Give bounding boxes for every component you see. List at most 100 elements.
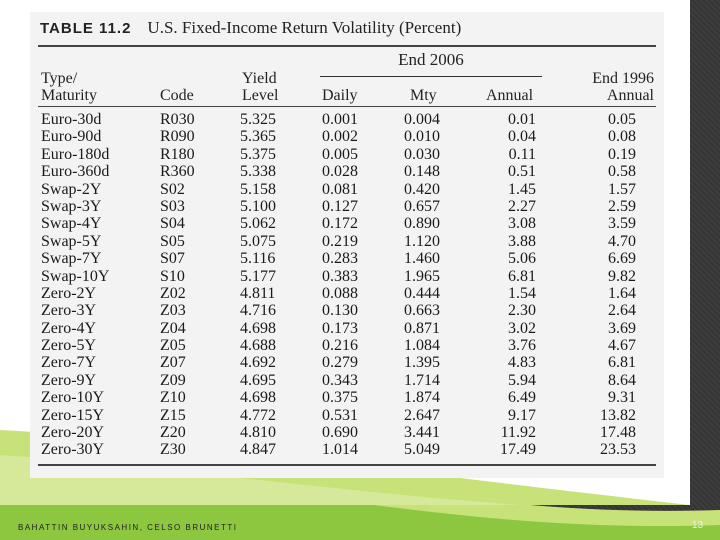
cell-mty: 0.030 — [404, 145, 440, 163]
table-row: Swap-7Y S07 5.116 0.283 1.460 5.06 6.69 — [30, 250, 664, 267]
cell-yield: 4.811 — [240, 284, 276, 302]
cell-annual: 3.08 — [508, 215, 536, 233]
cell-end-1996: 9.31 — [608, 389, 636, 407]
cell-mty: 0.663 — [404, 302, 440, 320]
cell-end-1996: 1.57 — [608, 180, 636, 198]
cell-end-1996: 2.59 — [608, 197, 636, 215]
volatility-table: TABLE 11.2 U.S. Fixed-Income Return Volat… — [30, 12, 664, 478]
cell-type: Swap-3Y — [41, 197, 102, 215]
header-rule — [38, 106, 656, 107]
cell-code: Z07 — [160, 354, 186, 372]
cell-yield: 4.698 — [240, 389, 276, 407]
cell-end-1996: 0.19 — [608, 145, 636, 163]
cell-yield: 4.688 — [240, 337, 276, 355]
cell-yield: 5.177 — [240, 267, 276, 285]
cell-annual: 11.92 — [500, 424, 536, 442]
table-row: Zero-9Y Z09 4.695 0.343 1.714 5.94 8.64 — [30, 372, 664, 389]
cell-type: Swap-2Y — [41, 180, 102, 198]
column-header-mty: Mty — [410, 87, 437, 104]
table-row: Zero-2Y Z02 4.811 0.088 0.444 1.54 1.64 — [30, 285, 664, 302]
cell-code: R090 — [160, 128, 195, 146]
cell-end-1996: 8.64 — [608, 371, 636, 389]
cell-mty: 0.444 — [404, 284, 440, 302]
cell-mty: 1.460 — [404, 250, 440, 268]
cell-annual: 17.49 — [500, 441, 536, 459]
cell-annual: 3.02 — [508, 319, 536, 337]
cell-mty: 5.049 — [404, 441, 440, 459]
table-row: Euro-360d R360 5.338 0.028 0.148 0.51 0.58 — [30, 163, 664, 180]
cell-type: Zero-5Y — [41, 337, 97, 355]
cell-yield: 5.062 — [240, 215, 276, 233]
cell-end-1996: 6.69 — [608, 250, 636, 268]
cell-type: Zero-3Y — [41, 302, 97, 320]
cell-daily: 0.279 — [322, 354, 358, 372]
cell-yield: 4.716 — [240, 302, 276, 320]
cell-annual: 0.04 — [508, 128, 536, 146]
cell-yield: 5.365 — [240, 128, 276, 146]
footer-authors: BAHATTIN BUYUKSAHIN, CELSO BRUNETTI — [18, 523, 238, 532]
table-row: Euro-180d R180 5.375 0.005 0.030 0.11 0.19 — [30, 146, 664, 163]
cell-code: R030 — [160, 111, 195, 128]
cell-daily: 0.690 — [322, 424, 358, 442]
cell-mty: 0.890 — [404, 215, 440, 233]
cell-type: Zero-10Y — [41, 389, 105, 407]
cell-end-1996: 9.82 — [608, 267, 636, 285]
table-row: Zero-20Y Z20 4.810 0.690 3.441 11.92 17.48 — [30, 424, 664, 441]
cell-annual: 2.27 — [508, 197, 536, 215]
cell-code: Z02 — [160, 284, 186, 302]
table-row: Zero-5Y Z05 4.688 0.216 1.084 3.76 4.67 — [30, 337, 664, 354]
bottom-rule — [38, 464, 656, 466]
cell-yield: 4.692 — [240, 354, 276, 372]
cell-type: Swap-7Y — [41, 250, 102, 268]
cell-code: Z09 — [160, 371, 186, 389]
cell-yield: 5.116 — [240, 250, 276, 268]
cell-annual: 3.88 — [508, 232, 536, 250]
cell-type: Swap-4Y — [41, 215, 102, 233]
cell-code: Z15 — [160, 406, 186, 424]
cell-yield: 4.695 — [240, 371, 276, 389]
page-number: 13 — [692, 520, 704, 531]
cell-code: S05 — [160, 232, 185, 250]
cell-annual: 0.11 — [508, 145, 536, 163]
cell-type: Zero-15Y — [41, 406, 105, 424]
cell-annual: 3.76 — [508, 337, 536, 355]
table-caption: U.S. Fixed-Income Return Volatility (Per… — [147, 18, 462, 37]
cell-end-1996: 17.48 — [600, 424, 636, 442]
cell-annual: 6.49 — [508, 389, 536, 407]
cell-end-1996: 4.67 — [608, 337, 636, 355]
cell-code: S03 — [160, 197, 185, 215]
cell-end-1996: 23.53 — [600, 441, 636, 459]
cell-mty: 1.084 — [404, 337, 440, 355]
cell-end-1996: 4.70 — [608, 232, 636, 250]
cell-mty: 2.647 — [404, 406, 440, 424]
cell-annual: 6.81 — [508, 267, 536, 285]
cell-code: Z04 — [160, 319, 186, 337]
column-header-daily: Daily — [322, 87, 358, 104]
cell-yield: 5.075 — [240, 232, 276, 250]
cell-type: Euro-180d — [41, 145, 110, 163]
cell-end-1996: 2.64 — [608, 302, 636, 320]
cell-end-1996: 0.58 — [608, 163, 636, 181]
cell-yield: 4.698 — [240, 319, 276, 337]
cell-daily: 0.130 — [322, 302, 358, 320]
cell-mty: 3.441 — [404, 424, 440, 442]
group-header-rule — [320, 76, 542, 77]
cell-yield: 4.772 — [240, 406, 276, 424]
cell-yield: 4.847 — [240, 441, 276, 459]
cell-daily: 0.283 — [322, 250, 358, 268]
cell-annual: 2.30 — [508, 302, 536, 320]
table-row: Swap-5Y S05 5.075 0.219 1.120 3.88 4.70 — [30, 233, 664, 250]
cell-code: Z05 — [160, 337, 186, 355]
cell-annual: 1.45 — [508, 180, 536, 198]
table-body: Euro-30d R030 5.325 0.001 0.004 0.01 0.05 Euro-… — [30, 111, 664, 459]
table-title: TABLE 11.2 U.S. Fixed-Income Return Volat… — [40, 18, 461, 42]
cell-type: Euro-90d — [41, 128, 102, 146]
cell-end-1996: 1.64 — [608, 284, 636, 302]
cell-end-1996: 6.81 — [608, 354, 636, 372]
table-label: TABLE 11.2 — [40, 20, 132, 37]
cell-code: Z03 — [160, 302, 186, 320]
cell-code: S10 — [160, 267, 185, 285]
table-row: Zero-10Y Z10 4.698 0.375 1.874 6.49 9.31 — [30, 389, 664, 406]
cell-yield: 5.375 — [240, 145, 276, 163]
table-row: Euro-30d R030 5.325 0.001 0.004 0.01 0.05 — [30, 111, 664, 128]
